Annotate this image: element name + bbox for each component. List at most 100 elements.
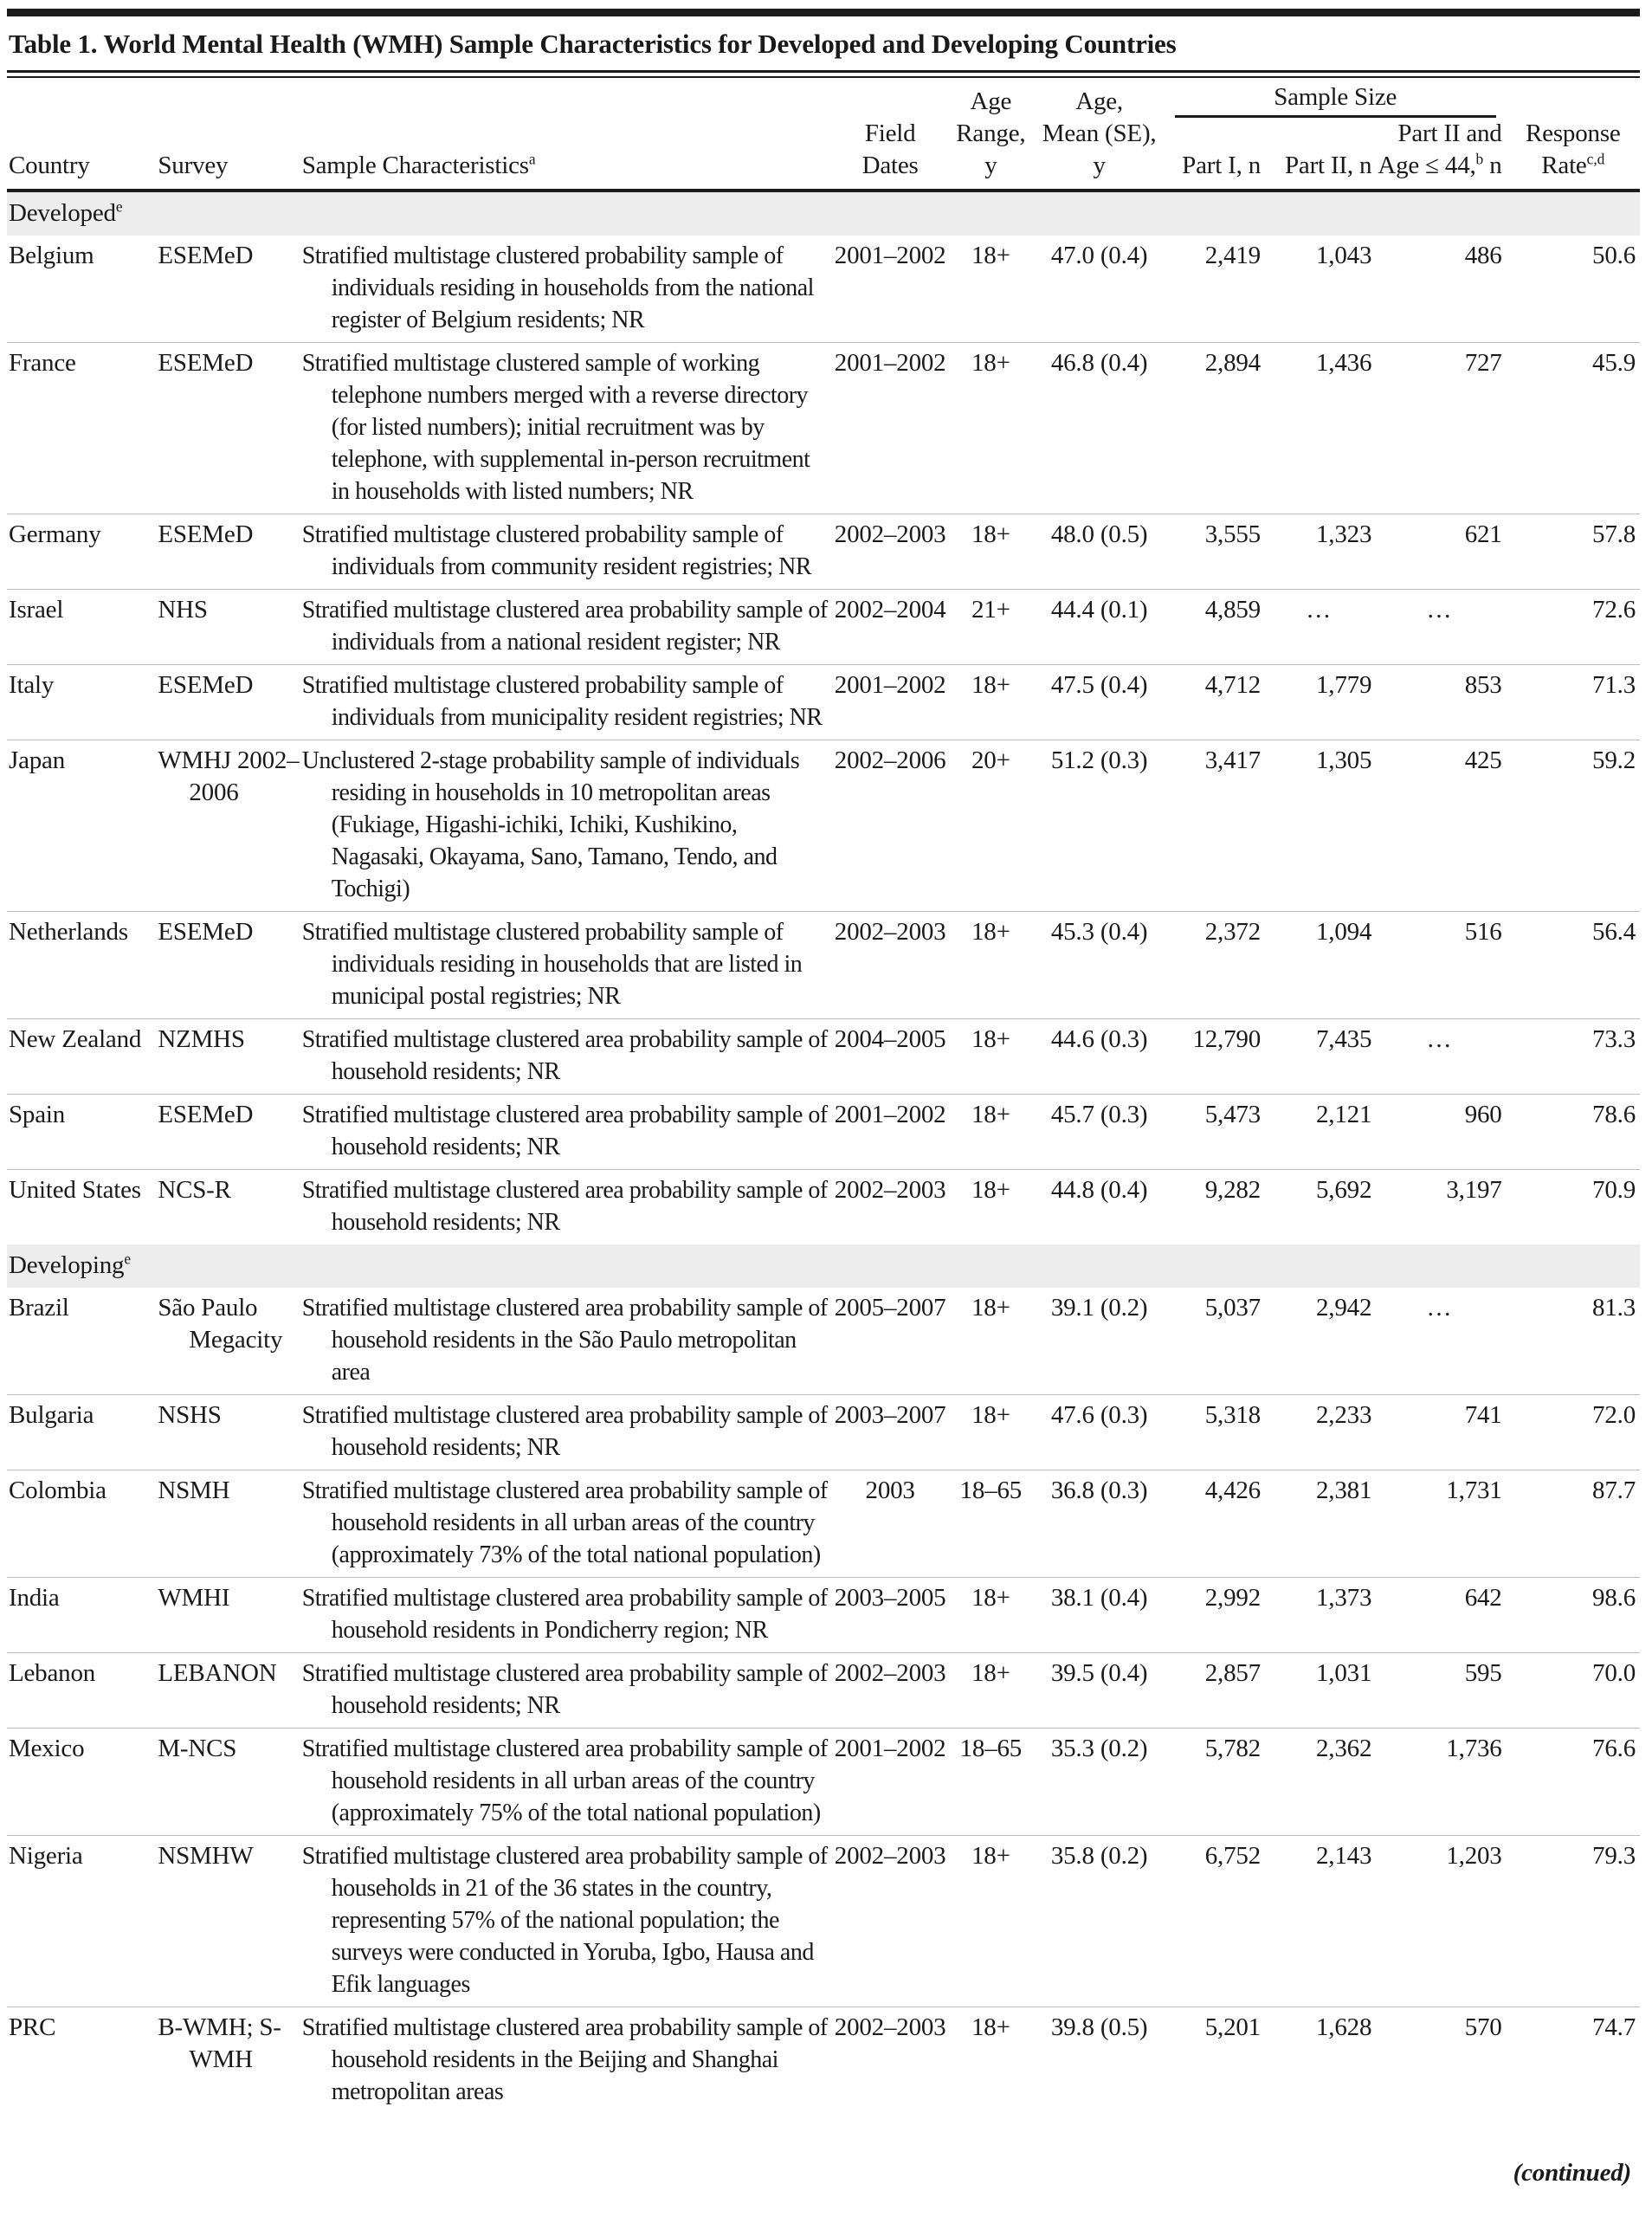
cell-survey: ESEMeD xyxy=(158,242,254,269)
table-row: Bulgaria NSHS Stratified multistage clus… xyxy=(7,1394,1640,1470)
cell-field-dates: 2001–2002 xyxy=(834,1735,946,1762)
cell-response-rate: 45.9 xyxy=(1592,349,1636,377)
cell-response-rate: 56.4 xyxy=(1592,918,1636,946)
cell-survey: ESEMeD xyxy=(158,671,254,699)
cell-age-range: 18+ xyxy=(971,671,1010,699)
section-header-row: Developinge xyxy=(7,1244,1640,1288)
col-header-part2-age44-pre: Age ≤ 44, xyxy=(1378,152,1476,179)
cell-part2-n: 2,362 xyxy=(1316,1735,1372,1762)
cell-country: Mexico xyxy=(9,1735,85,1762)
cell-age-mean: 48.0 (0.5) xyxy=(1050,520,1148,548)
table-row: Brazil São Paulo Megacity Stratified mul… xyxy=(7,1288,1640,1395)
cell-age-mean: 35.8 (0.2) xyxy=(1050,1842,1148,1870)
section-header-cell: Developinge xyxy=(7,1244,1640,1288)
cell-age-range: 21+ xyxy=(971,596,1010,624)
cell-survey: NCS-R xyxy=(158,1176,231,1204)
cell-country: Israel xyxy=(9,596,64,624)
cell-age-mean: 47.0 (0.4) xyxy=(1050,242,1148,269)
cell-age-mean: 44.4 (0.1) xyxy=(1050,596,1148,624)
cell-age-range: 18+ xyxy=(971,1659,1010,1687)
cell-field-dates: 2002–2006 xyxy=(834,746,946,774)
cell-response-rate: 59.2 xyxy=(1592,746,1636,774)
wmh-sample-table: Country Survey Sample Characteristicsa F… xyxy=(7,81,1640,2114)
cell-country: Germany xyxy=(9,520,101,548)
cell-field-dates: 2002–2003 xyxy=(834,1659,946,1687)
cell-field-dates: 2003–2007 xyxy=(834,1401,946,1429)
col-header-response-line1: Response xyxy=(1526,120,1621,147)
cell-response-rate: 79.3 xyxy=(1592,1842,1636,1870)
col-header-part2: Part II, n xyxy=(1265,118,1376,191)
col-header-part2-label: Part II, n xyxy=(1284,152,1372,179)
col-header-response-rate: Response Ratec,d xyxy=(1507,81,1640,191)
cell-part2-n: 1,043 xyxy=(1316,242,1372,269)
cell-survey: ESEMeD xyxy=(158,349,254,377)
title-double-rule xyxy=(7,70,1640,78)
table-row: Netherlands ESEMeD Stratified multistage… xyxy=(7,911,1640,1019)
cell-country: Netherlands xyxy=(9,918,128,946)
cell-sample-characteristics: Stratified multistage clustered area pro… xyxy=(301,1585,829,1644)
cell-country: Lebanon xyxy=(9,1659,96,1687)
col-header-field-dates-line1: Field xyxy=(864,120,916,147)
col-header-part2-age44-post: n xyxy=(1483,152,1502,179)
table-row: India WMHI Stratified multistage cluster… xyxy=(7,1577,1640,1653)
cell-part2-age44-n: 3,197 xyxy=(1446,1176,1502,1204)
cell-country: Brazil xyxy=(9,1294,69,1322)
cell-survey: ESEMeD xyxy=(158,520,254,548)
cell-age-mean: 47.6 (0.3) xyxy=(1050,1401,1148,1429)
cell-part2-age44-n: 960 xyxy=(1464,1101,1502,1128)
cell-part1-n: 4,712 xyxy=(1204,671,1261,699)
cell-sample-characteristics: Stratified multistage clustered area pro… xyxy=(301,1102,829,1160)
cell-field-dates: 2001–2002 xyxy=(834,349,946,377)
cell-part1-n: 2,894 xyxy=(1204,349,1261,377)
cell-part1-n: 12,790 xyxy=(1192,1025,1261,1053)
cell-part2-age44-n: 516 xyxy=(1464,918,1502,946)
col-header-field-dates: Field Dates xyxy=(833,81,947,191)
cell-survey: NZMHS xyxy=(158,1025,245,1053)
table-row: Israel NHS Stratified multistage cluster… xyxy=(7,589,1640,665)
cell-country: Bulgaria xyxy=(9,1401,94,1429)
cell-response-rate: 98.6 xyxy=(1592,1584,1636,1612)
cell-survey: LEBANON xyxy=(158,1659,277,1687)
table-row: Lebanon LEBANON Stratified multistage cl… xyxy=(7,1652,1640,1729)
cell-sample-characteristics: Stratified multistage clustered probabil… xyxy=(301,242,815,333)
cell-age-range: 18+ xyxy=(971,349,1010,377)
cell-age-range: 18+ xyxy=(971,1294,1010,1322)
cell-part1-n: 5,201 xyxy=(1204,2013,1261,2041)
cell-part2-age44-n: 741 xyxy=(1464,1401,1502,1429)
cell-part1-n: 4,426 xyxy=(1204,1477,1261,1504)
cell-survey: M-NCS xyxy=(158,1735,237,1762)
col-header-age-mean: Age, Mean (SE), y xyxy=(1034,81,1164,191)
table-row: Mexico M-NCS Stratified multistage clust… xyxy=(7,1728,1640,1836)
table-header: Country Survey Sample Characteristicsa F… xyxy=(7,81,1640,191)
cell-sample-characteristics: Stratified multistage clustered area pro… xyxy=(301,1735,829,1826)
cell-age-range: 18+ xyxy=(971,1025,1010,1053)
cell-part2-n: 1,094 xyxy=(1316,918,1372,946)
cell-age-range: 18+ xyxy=(971,1401,1010,1429)
cell-sample-characteristics: Stratified multistage clustered probabil… xyxy=(301,919,803,1010)
cell-country: New Zealand xyxy=(9,1025,142,1053)
cell-age-range: 18–65 xyxy=(959,1477,1023,1504)
cell-part2-n: 2,121 xyxy=(1316,1101,1372,1128)
footnote-marker-cd: c,d xyxy=(1586,150,1605,168)
cell-age-mean: 45.7 (0.3) xyxy=(1050,1101,1148,1128)
cell-part1-n: 2,372 xyxy=(1204,918,1261,946)
cell-country: Belgium xyxy=(9,242,94,269)
cell-part1-n: 2,857 xyxy=(1204,1659,1261,1687)
cell-response-rate: 70.9 xyxy=(1592,1176,1636,1204)
cell-part2-age44-n: 1,736 xyxy=(1446,1735,1502,1762)
cell-field-dates: 2002–2003 xyxy=(834,1176,946,1204)
table-title: Table 1. World Mental Health (WMH) Sampl… xyxy=(9,29,1177,59)
table-row: New Zealand NZMHS Stratified multistage … xyxy=(7,1018,1640,1095)
col-header-age-mean-line3: y xyxy=(1093,152,1106,179)
cell-response-rate: 73.3 xyxy=(1592,1025,1636,1053)
cell-response-rate: 87.7 xyxy=(1592,1477,1636,1504)
cell-part2-n: 2,143 xyxy=(1316,1842,1372,1870)
cell-sample-characteristics: Stratified multistage clustered sample o… xyxy=(301,350,810,505)
cell-field-dates: 2002–2004 xyxy=(834,596,946,624)
cell-age-mean: 39.1 (0.2) xyxy=(1050,1294,1148,1322)
cell-sample-characteristics: Stratified multistage clustered probabil… xyxy=(301,521,812,580)
cell-age-range: 18+ xyxy=(971,520,1010,548)
section-label: Developed xyxy=(9,199,116,227)
cell-part1-n: 2,992 xyxy=(1204,1584,1261,1612)
cell-age-mean: 39.5 (0.4) xyxy=(1050,1659,1148,1687)
